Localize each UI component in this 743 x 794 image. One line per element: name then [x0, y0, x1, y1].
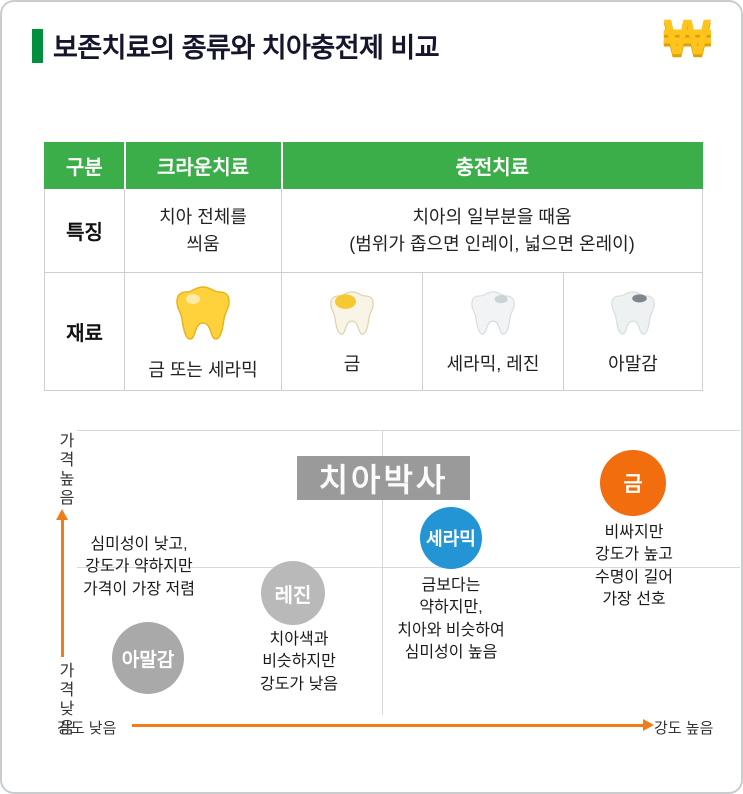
gridline-top — [77, 430, 740, 431]
x-axis-label-high: 강도 높음 — [654, 720, 714, 737]
gold-tooth-icon — [171, 281, 235, 350]
material-label-amalgam: 아말감 — [608, 354, 658, 374]
x-axis-label-low: 강도 낮음 — [57, 720, 117, 737]
material-label-crown: 금 또는 세라믹 — [148, 360, 258, 380]
table-header-row: 구분 크라운치료 충전치료 — [44, 142, 703, 189]
bubble-amalgam: 아말감 — [112, 622, 184, 694]
col-header-filling: 충전치료 — [280, 142, 703, 189]
material-label-ceramic: 세라믹, 레진 — [446, 354, 540, 374]
description-ceramic: 금보다는 약하지만, 치아와 비슷하여 심미성이 높음 — [397, 577, 505, 662]
gridline-horizontal — [77, 567, 740, 568]
feature-row: 특징 치아 전체를 씌움 치아의 일부분을 때움 (범위가 좁으면 인레이, 넓… — [44, 188, 703, 273]
amalgam-tooth-icon — [607, 287, 659, 344]
ceramic-tooth-icon — [467, 287, 519, 344]
feature-filling-cell: 치아의 일부분을 때움 (범위가 좁으면 인레이, 넓으면 온레이) — [281, 188, 703, 273]
bubble-gold: 금 — [600, 450, 666, 516]
comparison-table: 구분 크라운치료 충전치료 특징 치아 전체를 씌움 치아의 일부분을 때움 (… — [44, 142, 703, 391]
y-axis-label-high: 가격높음 — [56, 432, 73, 508]
y-axis-label-low: 가격낮음 — [56, 662, 73, 738]
material-gold-cell: 금 — [281, 272, 423, 391]
material-crown-cell: 금 또는 세라믹 — [124, 272, 282, 391]
description-amalgam: 심미성이 낮고, 강도가 약하지만 가격이 가장 저렴 — [83, 536, 195, 598]
material-row-label: 재료 — [44, 272, 125, 391]
material-ceramic-cell: 세라믹, 레진 — [422, 272, 564, 391]
feature-row-label: 특징 — [44, 188, 125, 273]
y-axis-arrow — [56, 509, 68, 657]
material-label-gold: 금 — [343, 354, 361, 374]
bubble-resin: 레진 — [261, 561, 325, 625]
material-amalgam-cell: 아말감 — [563, 272, 703, 391]
description-resin: 치아색과 비슷하지만 강도가 낮음 — [259, 631, 339, 693]
watermark: 치아박사 — [297, 456, 470, 500]
price-strength-chart: 가격높음 가격낮음 강도 낮음 강도 높음 치아박사 금 세라믹 레진 아말감 … — [2, 422, 741, 782]
gridline-vertical — [382, 430, 383, 715]
won-currency-icon: ₩ — [663, 9, 711, 65]
bubble-ceramic: 세라믹 — [420, 507, 482, 569]
gold-partial-tooth-icon — [326, 287, 378, 344]
x-axis-arrow — [132, 719, 654, 731]
material-row: 재료 금 또는 세라믹 — [44, 272, 703, 391]
feature-crown-cell: 치아 전체를 씌움 — [124, 188, 282, 273]
header: 보존치료의 종류와 치아충전제 비교 — [32, 26, 440, 65]
title-accent-bar — [32, 28, 43, 63]
page-title: 보존치료의 종류와 치아충전제 비교 — [53, 33, 440, 63]
col-header-category: 구분 — [44, 142, 125, 189]
col-header-crown: 크라운치료 — [123, 142, 282, 189]
description-gold: 비싸지만 강도가 높고 수명이 길어 가장 선호 — [594, 524, 674, 609]
